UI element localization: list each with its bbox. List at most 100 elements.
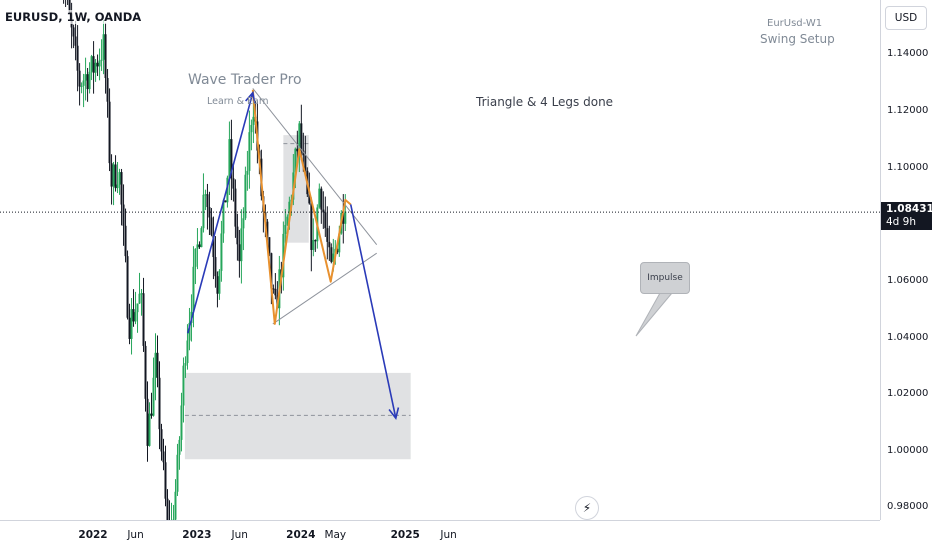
price-tick-label: 1.12000 bbox=[887, 105, 928, 116]
candle-body bbox=[73, 27, 75, 36]
triangle-upper-line bbox=[253, 88, 377, 244]
candle-body bbox=[320, 189, 322, 210]
candle-body bbox=[272, 288, 274, 289]
candle-body bbox=[91, 56, 93, 72]
candle-body bbox=[139, 294, 141, 304]
triangle-lower-line bbox=[273, 253, 377, 324]
bar-countdown: 4d 9h bbox=[881, 216, 932, 229]
candle-body bbox=[77, 46, 79, 71]
candle-body bbox=[300, 123, 302, 150]
candle-body bbox=[250, 125, 252, 132]
price-tick-label: 1.00000 bbox=[887, 445, 928, 456]
candle-body bbox=[162, 451, 164, 462]
price-tick-label: 1.14000 bbox=[887, 48, 928, 59]
lightning-icon[interactable]: ⚡ bbox=[575, 496, 599, 520]
candle-body bbox=[284, 225, 286, 234]
candle-body bbox=[202, 195, 204, 228]
candle-body bbox=[143, 293, 145, 346]
time-tick-label: 2025 bbox=[391, 529, 420, 541]
candle-body bbox=[248, 132, 250, 171]
impulse-callout[interactable]: Impulse bbox=[640, 262, 690, 294]
currency-button[interactable]: USD bbox=[885, 6, 927, 30]
candle-body bbox=[83, 81, 85, 86]
candle-body bbox=[158, 378, 160, 429]
time-tick-label: 2022 bbox=[78, 529, 107, 541]
candle-body bbox=[99, 61, 101, 67]
candle-body bbox=[318, 189, 320, 208]
candle-body bbox=[93, 56, 95, 73]
candle-body bbox=[121, 172, 123, 204]
candle-body bbox=[180, 406, 182, 440]
candle-body bbox=[151, 414, 153, 416]
setup-note-line1: EurUsd-W1 bbox=[767, 18, 822, 29]
candle-body bbox=[184, 363, 186, 366]
candle-body bbox=[242, 218, 244, 228]
triangle-label: Triangle & 4 Legs done bbox=[476, 95, 613, 109]
candle-body bbox=[157, 353, 159, 378]
candle-body bbox=[111, 163, 113, 186]
candle-body bbox=[127, 256, 129, 318]
candle-body bbox=[328, 242, 330, 247]
candle-body bbox=[324, 212, 326, 228]
candle-body bbox=[123, 205, 125, 226]
price-tick-label: 0.98000 bbox=[887, 501, 928, 512]
candle-body bbox=[330, 247, 332, 262]
candle-body bbox=[220, 233, 222, 270]
time-tick-label: Jun bbox=[127, 529, 143, 541]
candle-body bbox=[81, 86, 83, 87]
current-price-value: 1.08431 bbox=[881, 203, 932, 216]
candle-body bbox=[164, 462, 166, 498]
candle-body bbox=[153, 378, 155, 416]
symbol-legend[interactable]: EURUSD, 1W, OANDA bbox=[3, 10, 143, 24]
time-tick-label: 2024 bbox=[286, 529, 315, 541]
candle-body bbox=[312, 240, 314, 250]
price-tick-label: 1.10000 bbox=[887, 162, 928, 173]
drawings-layer bbox=[0, 88, 880, 418]
candle-body bbox=[149, 414, 151, 446]
impulse-callout-pointer bbox=[636, 293, 672, 336]
candle-body bbox=[186, 341, 188, 364]
candle-body bbox=[79, 71, 81, 87]
candle-body bbox=[228, 139, 230, 178]
candle-body bbox=[238, 244, 240, 261]
candle-body bbox=[105, 34, 107, 78]
candle-body bbox=[125, 226, 127, 256]
candle-body bbox=[103, 34, 105, 60]
candle-body bbox=[274, 289, 276, 295]
candle-body bbox=[326, 228, 328, 242]
candle-body bbox=[129, 318, 131, 339]
candle-body bbox=[117, 185, 119, 189]
candle-body bbox=[224, 200, 226, 202]
candle-body bbox=[107, 78, 109, 102]
candle-body bbox=[101, 60, 103, 61]
candle-body bbox=[95, 63, 97, 73]
candle-body bbox=[133, 309, 135, 321]
candle-body bbox=[178, 440, 180, 455]
candle-body bbox=[310, 203, 312, 250]
time-tick-label: Jun bbox=[231, 529, 247, 541]
candle-body bbox=[196, 244, 198, 248]
candle-body bbox=[246, 171, 248, 175]
candle-body bbox=[218, 271, 220, 294]
candle-body bbox=[160, 429, 162, 451]
candle-body bbox=[119, 172, 121, 184]
price-tick-label: 1.04000 bbox=[887, 332, 928, 343]
time-tick-label: Jun bbox=[440, 529, 456, 541]
price-chart[interactable] bbox=[0, 0, 880, 520]
candle-body bbox=[131, 309, 133, 339]
watermark-subtitle: Learn & Earn bbox=[207, 96, 269, 107]
candle-body bbox=[200, 228, 202, 247]
candle-body bbox=[194, 249, 196, 267]
setup-note-line2: Swing Setup bbox=[760, 32, 835, 46]
candle-body bbox=[176, 455, 178, 492]
candle-body bbox=[145, 346, 147, 399]
time-tick-label: May bbox=[324, 529, 346, 541]
candle-body bbox=[115, 164, 117, 188]
candle-body bbox=[198, 244, 200, 247]
candle-body bbox=[174, 492, 176, 520]
candle-body bbox=[344, 211, 346, 223]
candle-body bbox=[85, 74, 87, 80]
candle-body bbox=[182, 366, 184, 406]
